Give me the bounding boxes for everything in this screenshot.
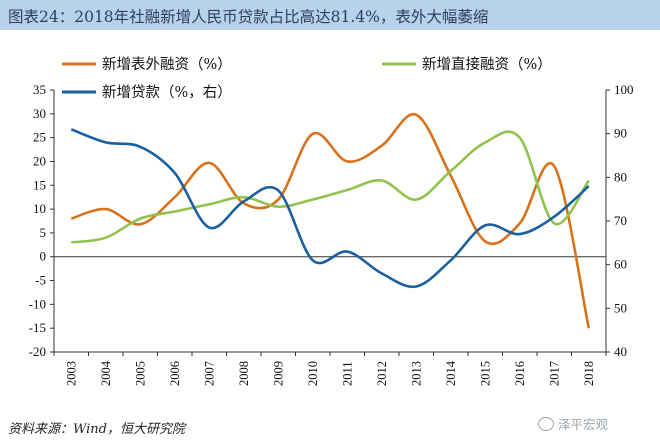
right-tick-label: 50	[614, 300, 627, 315]
left-tick-label: 5	[40, 225, 47, 240]
x-tick-label: 2015	[478, 361, 492, 386]
left-tick-label: 25	[33, 130, 46, 145]
series-loans-line	[70, 128, 590, 289]
x-tick-label: 2005	[133, 361, 147, 386]
x-tick-label: 2014	[444, 360, 458, 386]
legend-label-offbalance: 新增表外融资（%）	[102, 56, 232, 73]
title-bar	[0, 0, 660, 30]
wechat-icon	[538, 417, 554, 431]
x-tick-label: 2004	[99, 360, 113, 386]
left-tick-label: -15	[29, 320, 46, 335]
left-tick-label: -5	[35, 273, 46, 288]
x-tick-label: 2017	[547, 361, 561, 386]
x-tick-label: 2011	[340, 361, 354, 386]
right-tick-label: 40	[614, 344, 627, 359]
right-tick-label: 100	[614, 82, 634, 97]
series-direct-line	[71, 130, 590, 244]
left-tick-label: -20	[29, 344, 46, 359]
legend: 新增表外融资（%） 新增直接融资（%） 新增贷款（%，右）	[62, 56, 552, 101]
left-tick-label: -10	[29, 296, 46, 311]
x-tick-label: 2006	[168, 361, 182, 386]
left-tick-label: 20	[33, 153, 46, 168]
x-tick-label: 2016	[513, 361, 527, 386]
left-tick-label: 10	[33, 201, 46, 216]
left-tick-label: 0	[40, 249, 47, 264]
watermark: 泽平宏观	[538, 414, 608, 433]
source-note: 资料来源：Wind，恒大研究院	[8, 422, 185, 437]
x-tick-label: 2007	[202, 361, 216, 386]
right-tick-label: 80	[614, 169, 627, 184]
x-tick-label: 2010	[306, 361, 320, 386]
left-tick-label: 35	[33, 82, 46, 97]
left-tick-label: 15	[33, 177, 46, 192]
right-tick-label: 60	[614, 257, 627, 272]
left-tick-label: 30	[33, 106, 46, 121]
x-tick-label: 2012	[375, 361, 389, 386]
x-tick-label: 2009	[271, 361, 285, 386]
series-offbalance-line	[70, 113, 591, 329]
x-tick-label: 2013	[409, 361, 423, 386]
x-tick-label: 2018	[582, 361, 596, 386]
watermark-text: 泽平宏观	[558, 417, 609, 432]
right-tick-label: 90	[614, 126, 627, 141]
axes: -20 -15 -10 -5 0 5 10 15 20 25 30 35 40 50 60 70 80 90 100…	[29, 82, 634, 386]
x-tick-label: 2003	[64, 361, 78, 386]
series-lines	[70, 113, 591, 329]
x-tick-label: 2008	[237, 361, 251, 386]
line-chart: -20 -15 -10 -5 0 5 10 15 20 25 30 35 40 50 60 70 80 90 100…	[29, 56, 634, 386]
chart-title: 图表24：2018年社融新增人民币贷款占比高达81.4%，表外大幅萎缩	[8, 8, 489, 26]
legend-label-direct: 新增直接融资（%）	[422, 56, 552, 73]
right-tick-label: 70	[614, 213, 627, 228]
legend-label-loans: 新增贷款（%，右）	[102, 84, 232, 101]
